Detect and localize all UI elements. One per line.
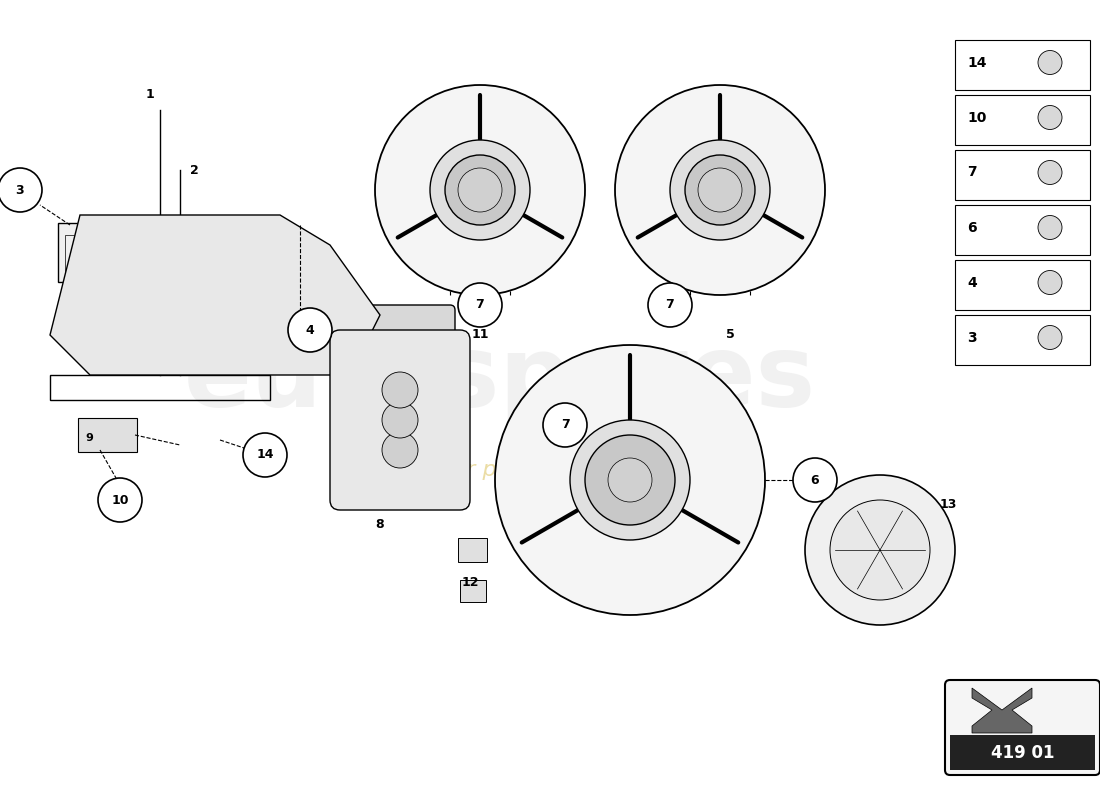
Text: 14: 14 xyxy=(256,449,274,462)
FancyBboxPatch shape xyxy=(330,330,470,510)
Circle shape xyxy=(793,458,837,502)
Text: 6: 6 xyxy=(811,474,819,486)
Circle shape xyxy=(382,402,418,438)
Circle shape xyxy=(710,180,730,200)
Circle shape xyxy=(0,168,42,212)
Text: 3: 3 xyxy=(967,330,977,345)
Text: 10: 10 xyxy=(967,110,987,125)
Text: 8: 8 xyxy=(376,518,384,531)
Circle shape xyxy=(288,308,332,352)
Text: 5: 5 xyxy=(726,329,735,342)
Circle shape xyxy=(620,470,640,490)
Circle shape xyxy=(685,155,755,225)
Text: 12: 12 xyxy=(461,575,478,589)
FancyBboxPatch shape xyxy=(58,223,147,282)
Text: 10: 10 xyxy=(111,494,129,506)
FancyBboxPatch shape xyxy=(955,150,1090,200)
Polygon shape xyxy=(50,215,380,375)
FancyBboxPatch shape xyxy=(950,735,1094,770)
FancyBboxPatch shape xyxy=(78,418,138,452)
Circle shape xyxy=(805,475,955,625)
Text: 11: 11 xyxy=(471,329,488,342)
Text: 7: 7 xyxy=(561,418,570,431)
Text: eurospares: eurospares xyxy=(184,331,816,429)
Circle shape xyxy=(698,168,742,212)
Circle shape xyxy=(1038,106,1061,130)
Circle shape xyxy=(446,155,515,225)
Text: 14: 14 xyxy=(967,55,987,70)
Circle shape xyxy=(243,433,287,477)
FancyBboxPatch shape xyxy=(460,580,486,602)
Circle shape xyxy=(470,180,490,200)
Text: 3: 3 xyxy=(15,183,24,197)
FancyBboxPatch shape xyxy=(955,260,1090,310)
Circle shape xyxy=(375,85,585,295)
Text: 7: 7 xyxy=(967,166,977,179)
Polygon shape xyxy=(972,688,1032,733)
Circle shape xyxy=(570,420,690,540)
Circle shape xyxy=(585,435,675,525)
Circle shape xyxy=(1038,215,1061,239)
Text: 4: 4 xyxy=(306,323,315,337)
Circle shape xyxy=(670,140,770,240)
Circle shape xyxy=(615,85,825,295)
Circle shape xyxy=(1038,161,1061,185)
Text: 6: 6 xyxy=(967,221,977,234)
FancyBboxPatch shape xyxy=(955,315,1090,365)
Circle shape xyxy=(98,478,142,522)
FancyBboxPatch shape xyxy=(955,40,1090,90)
Circle shape xyxy=(458,168,502,212)
FancyBboxPatch shape xyxy=(955,205,1090,255)
Text: a passion for parts since 1985: a passion for parts since 1985 xyxy=(332,460,668,480)
FancyBboxPatch shape xyxy=(955,95,1090,145)
FancyBboxPatch shape xyxy=(324,305,455,350)
Circle shape xyxy=(458,283,502,327)
Text: 1: 1 xyxy=(145,89,154,102)
Text: 9: 9 xyxy=(85,433,92,443)
FancyBboxPatch shape xyxy=(458,538,487,562)
Text: 7: 7 xyxy=(666,298,674,311)
Circle shape xyxy=(830,500,930,600)
Text: 7: 7 xyxy=(475,298,484,311)
Circle shape xyxy=(382,372,418,408)
FancyBboxPatch shape xyxy=(945,680,1100,775)
Circle shape xyxy=(543,403,587,447)
Text: 4: 4 xyxy=(967,275,977,290)
Circle shape xyxy=(495,345,764,615)
Circle shape xyxy=(382,432,418,468)
Circle shape xyxy=(1038,50,1061,74)
Circle shape xyxy=(648,283,692,327)
Text: 13: 13 xyxy=(940,498,957,511)
Text: 2: 2 xyxy=(190,163,199,177)
Circle shape xyxy=(608,458,652,502)
Circle shape xyxy=(430,140,530,240)
Circle shape xyxy=(1038,326,1061,350)
Text: 419 01: 419 01 xyxy=(991,744,1054,762)
Circle shape xyxy=(1038,270,1061,294)
